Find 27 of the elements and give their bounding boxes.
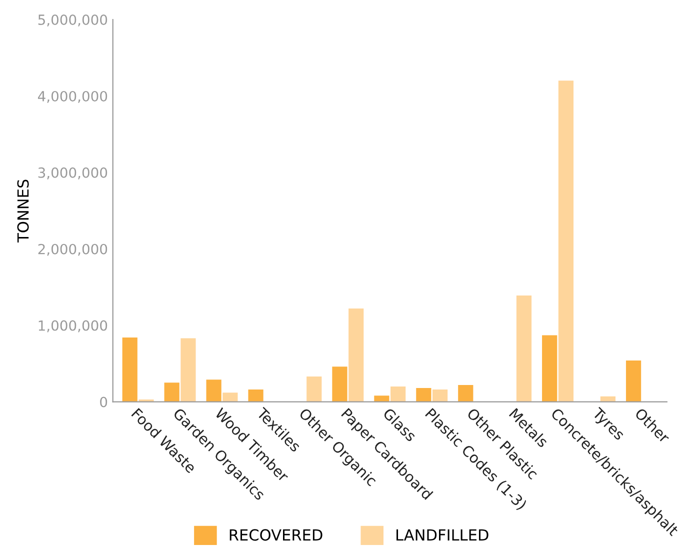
y-axis-title: TONNES: [17, 180, 29, 242]
bar: [458, 384, 474, 402]
bar: [348, 308, 364, 402]
bar: [180, 338, 196, 402]
bar: [206, 380, 222, 402]
bar: [432, 390, 448, 402]
bar: [416, 388, 432, 402]
bar: [390, 386, 406, 402]
y-tick-label: 5,000,000: [38, 14, 108, 26]
bar: [374, 396, 390, 402]
bar: [626, 360, 642, 402]
bar: [306, 376, 322, 402]
bar: [164, 382, 180, 402]
legend-label: LANDFILLED: [396, 529, 488, 541]
bar: [332, 366, 348, 402]
bar: [542, 335, 558, 402]
y-tick-label: 1,000,000: [38, 320, 108, 332]
bar: [122, 338, 138, 402]
bar: [516, 296, 532, 402]
legend-label: RECOVERED: [230, 529, 322, 541]
y-tick-label: 3,000,000: [38, 167, 108, 180]
bar: [558, 80, 574, 402]
bar: [248, 390, 264, 402]
y-tick-label: 0: [100, 396, 108, 408]
y-tick-label: 4,000,000: [38, 90, 108, 103]
bar: [222, 392, 238, 402]
y-tick-label: 2,000,000: [38, 244, 108, 256]
